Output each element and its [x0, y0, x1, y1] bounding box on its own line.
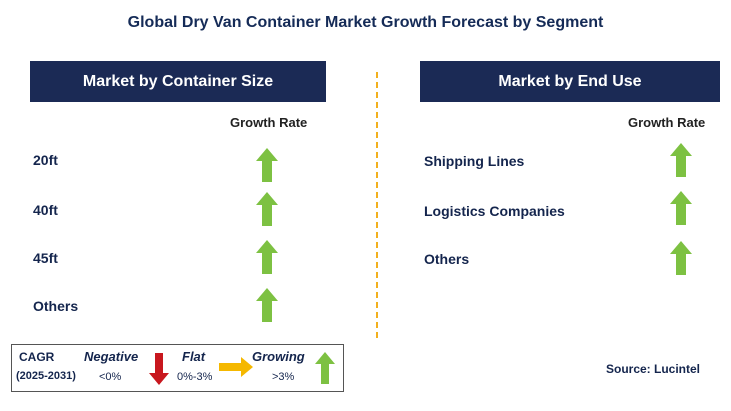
row-label-40ft: 40ft [33, 202, 58, 218]
legend-flat-label: Flat [182, 349, 206, 364]
legend-growing-label: Growing [252, 349, 305, 364]
row-label-others-end-use: Others [424, 251, 470, 267]
up-arrow-icon [256, 288, 278, 322]
legend-negative-label: Negative [84, 349, 139, 364]
legend-negative-value: <0% [99, 371, 122, 383]
up-arrow-icon [256, 192, 278, 226]
row-label-others: Others [33, 298, 79, 314]
row-label-shipping-lines: Shipping Lines [424, 153, 525, 169]
row-label-45ft: 45ft [33, 250, 58, 266]
legend-growing-value: >3% [272, 371, 295, 383]
legend-flat-value: 0%-3% [177, 371, 213, 383]
up-arrow-icon [256, 148, 278, 182]
row-label-20ft: 20ft [33, 152, 58, 168]
panel-divider [376, 72, 378, 338]
up-arrow-icon [315, 352, 335, 384]
end-use-header: Market by End Use [420, 61, 720, 102]
cagr-legend: CAGR (2025-2031) Negative <0% Flat 0%-3%… [11, 344, 344, 392]
container-size-header: Market by Container Size [30, 61, 326, 102]
down-arrow-icon [149, 353, 169, 385]
up-arrow-icon [670, 241, 692, 275]
right-arrow-icon [219, 357, 253, 377]
up-arrow-icon [256, 240, 278, 274]
up-arrow-icon [670, 191, 692, 225]
page-title: Global Dry Van Container Market Growth F… [127, 14, 604, 31]
legend-period: (2025-2031) [16, 370, 76, 382]
up-arrow-icon [670, 143, 692, 177]
source-note: Source: Lucintel [606, 362, 701, 376]
right-growth-rate-label: Growth Rate [628, 115, 706, 130]
left-growth-rate-label: Growth Rate [230, 115, 308, 130]
row-label-logistics-companies: Logistics Companies [424, 203, 565, 219]
legend-cagr-label: CAGR [19, 350, 55, 364]
